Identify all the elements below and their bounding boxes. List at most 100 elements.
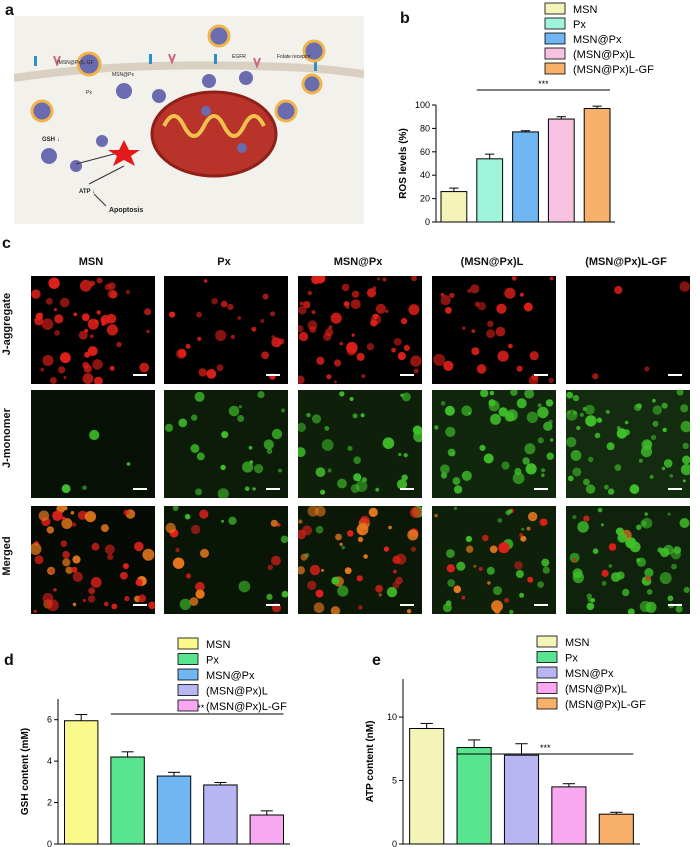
nanoparticle (207, 24, 231, 48)
microscopy-image (298, 390, 422, 498)
legend-swatch (544, 2, 566, 15)
significance-label: *** (540, 743, 551, 753)
label-lgf: (MSN@Px)L-GF (57, 60, 94, 66)
legend-label: MSN (206, 639, 231, 651)
scale-bar (534, 604, 548, 606)
label-msnpx: MSN@Px (112, 72, 135, 78)
nanoparticle (274, 99, 298, 123)
label-folate: Folate receptor (277, 54, 311, 60)
legend-label: MSN@Px (565, 668, 614, 680)
label-apoptosis: Apoptosis (109, 207, 143, 214)
legend-label: MSN@Px (206, 670, 255, 682)
microscopy-image (432, 506, 556, 614)
arrow (75, 153, 115, 165)
panel-label-c: c (2, 235, 11, 252)
legend-label: (MSN@Px)L-GF (565, 699, 646, 711)
scale-bar (400, 488, 414, 490)
label-px: Px (86, 90, 92, 96)
legend-swatch (177, 637, 199, 650)
microscopy-image (31, 506, 155, 614)
arrow (93, 193, 107, 207)
schematic-illustration: (MSN@Px)L-GF EGFR Folate receptor MSN@Px… (14, 16, 364, 224)
y-axis-label: ATP content (nM) (365, 721, 376, 803)
egfr-receptor (34, 56, 37, 66)
scale-bar (266, 488, 280, 490)
y-tick-label: 6 (47, 715, 52, 725)
label-atp: ATP ↓ (79, 189, 95, 195)
microscopy-image (164, 390, 288, 498)
egfr-receptor (314, 61, 317, 71)
scale-bar (266, 604, 280, 606)
legend-swatch (177, 653, 199, 665)
egfr-receptor (214, 54, 217, 64)
y-tick-label: 0 (392, 839, 397, 847)
mitochondrion (150, 90, 278, 178)
row-label-merged: Merged (1, 536, 13, 576)
bar (409, 728, 445, 845)
ros-chart: 0 20 40 60 80 100 ROS levels (%) *** MSN Px MSN@Px… (398, 2, 654, 227)
nanoparticle (30, 99, 54, 123)
bar (440, 191, 468, 223)
legend-label: Px (206, 655, 219, 667)
scale-bar (668, 488, 682, 490)
legend-swatch (536, 635, 558, 648)
bar (456, 747, 492, 845)
scale-bar (400, 374, 414, 376)
col-label-msnpx: MSN@Px (333, 256, 383, 268)
bar (583, 108, 611, 223)
microscopy-image (566, 276, 690, 384)
nanoparticle (201, 106, 211, 116)
y-tick-label: 0 (425, 217, 430, 227)
y-axis-label: ROS levels (%) (398, 128, 409, 199)
bar (547, 118, 575, 223)
folate-receptor (168, 53, 176, 65)
nanoparticle (302, 39, 326, 63)
nanoparticle (152, 89, 166, 103)
bar (476, 158, 504, 223)
bar (503, 754, 540, 845)
microscopy-image (164, 276, 288, 384)
microscopy-image (566, 390, 690, 498)
mitochondrion-cristae (162, 114, 266, 138)
scale-bar (534, 374, 548, 376)
microscopy-image (432, 276, 556, 384)
legend-swatch (536, 682, 558, 694)
row-label-j-aggregate: J-aggregate (1, 292, 13, 356)
microscopy-panel: MSN Px MSN@Px (MSN@Px)L (MSN@Px)L-GF J-a… (0, 250, 700, 630)
label-egfr: EGFR (232, 54, 246, 60)
legend-swatch (536, 651, 558, 663)
legend-label: MSN@Px (573, 34, 622, 46)
nanoparticle (301, 73, 323, 95)
microscopy-image (164, 506, 288, 614)
bar (512, 131, 539, 223)
scale-bar (133, 488, 147, 490)
bar (203, 784, 238, 845)
scale-bar (668, 374, 682, 376)
col-label-msnpxlgf: (MSN@Px)L-GF (585, 256, 667, 268)
legend-label: (MSN@Px)L-GF (206, 701, 287, 713)
legend-label: MSN (573, 4, 598, 16)
legend-label: Px (565, 653, 578, 665)
nanoparticle (96, 135, 108, 147)
legend-label: (MSN@Px)L-GF (573, 64, 654, 76)
microscopy-image (31, 276, 155, 384)
nanoparticle (239, 71, 253, 85)
nanoparticle (237, 143, 247, 153)
folate-receptor-group (53, 53, 261, 69)
bar (551, 786, 587, 845)
legend-swatch (177, 668, 199, 681)
scale-bar (133, 374, 147, 376)
y-tick-label: 80 (420, 123, 430, 133)
label-gsh: GSH ↓ (42, 137, 60, 143)
nanoparticle (70, 160, 82, 172)
microscopy-image (298, 506, 422, 614)
bar (110, 756, 145, 845)
legend-swatch (544, 32, 566, 45)
y-tick-label: 60 (420, 147, 430, 157)
panel-label-e: e (372, 652, 381, 669)
y-tick-label: 10 (387, 712, 397, 722)
row-label-j-monomer: J-monomer (1, 408, 13, 468)
nanoparticle (202, 74, 216, 88)
legend-swatch (544, 17, 566, 30)
